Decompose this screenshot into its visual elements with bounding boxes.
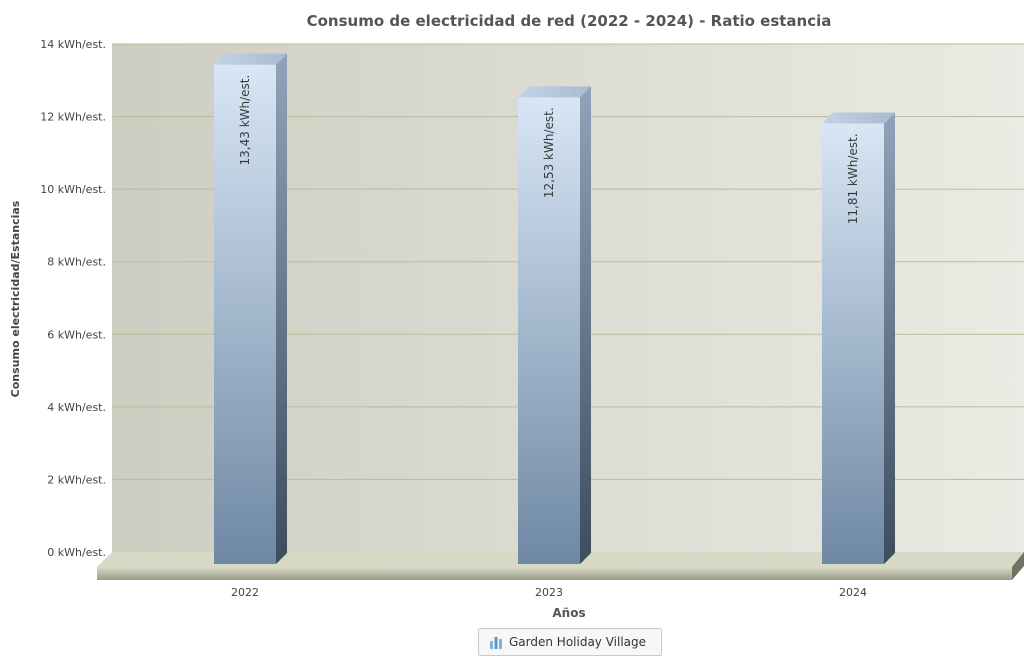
- x-tick-label: 2024: [839, 586, 867, 599]
- bar-top: [518, 86, 591, 98]
- bar-2023[interactable]: 12,53 kWh/est.: [518, 86, 591, 564]
- chart-floor-front: [97, 567, 1012, 580]
- legend[interactable]: Garden Holiday Village: [478, 628, 662, 656]
- y-tick-label: 14 kWh/est.: [40, 38, 106, 51]
- bar-side: [580, 86, 591, 564]
- bar-2024[interactable]: 11,81 kWh/est.: [822, 112, 895, 565]
- bars: 13,43 kWh/est. 12,53 kWh/est. 11,81 kWh/es…: [214, 53, 895, 565]
- bar-front: [822, 123, 884, 565]
- bar-side: [884, 112, 895, 565]
- y-tick-label: 12 kWh/est.: [40, 111, 106, 124]
- y-tick-label: 8 kWh/est.: [47, 256, 106, 269]
- bar-front: [214, 64, 276, 564]
- legend-item-label: Garden Holiday Village: [509, 635, 647, 649]
- bar-top: [214, 53, 287, 65]
- bar-data-label: 11,81 kWh/est.: [846, 133, 860, 224]
- y-tick-label: 2 kWh/est.: [47, 473, 106, 486]
- bar-chart-icon: [488, 635, 504, 649]
- bar-side: [276, 53, 287, 564]
- bar-front: [518, 97, 580, 564]
- chart-title: Consumo de electricidad de red (2022 - 2…: [307, 12, 832, 30]
- bar-2022[interactable]: 13,43 kWh/est.: [214, 53, 287, 564]
- y-axis-ticks: 0 kWh/est. 2 kWh/est. 4 kWh/est. 6 kWh/est.…: [40, 38, 106, 559]
- chart-floor-side: [1012, 552, 1024, 580]
- y-axis-label: Consumo electricidad/Estancias: [9, 200, 22, 397]
- x-tick-label: 2023: [535, 586, 563, 599]
- y-tick-label: 4 kWh/est.: [47, 401, 106, 414]
- y-tick-label: 10 kWh/est.: [40, 183, 106, 196]
- bar-data-label: 13,43 kWh/est.: [238, 75, 252, 166]
- y-tick-label: 0 kWh/est.: [47, 546, 106, 559]
- x-axis-ticks: 2022 2023 2024: [231, 586, 867, 599]
- bar-top: [822, 112, 895, 124]
- x-axis-label: Años: [552, 606, 585, 620]
- bar-data-label: 12,53 kWh/est.: [542, 107, 556, 198]
- x-tick-label: 2022: [231, 586, 259, 599]
- y-tick-label: 6 kWh/est.: [47, 328, 106, 341]
